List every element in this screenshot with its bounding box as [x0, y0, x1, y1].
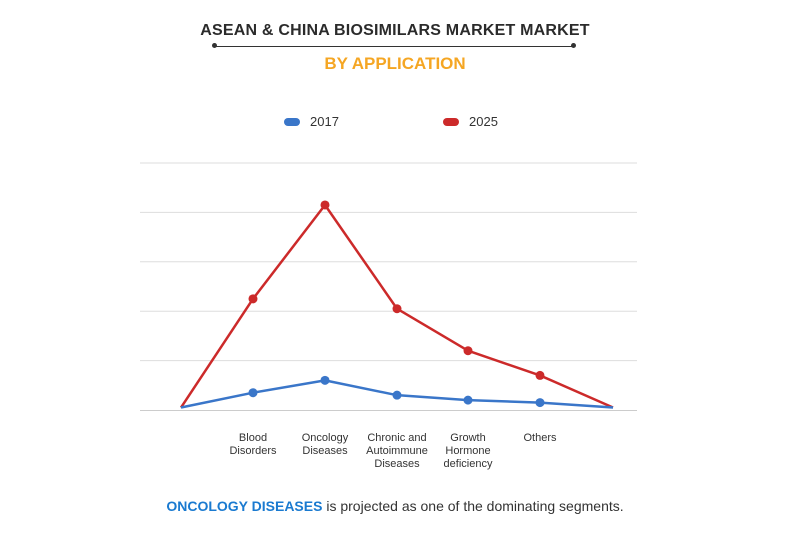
- title-rule-dot-right: [571, 43, 576, 48]
- point-2025-3: [392, 304, 402, 314]
- footer-text: is projected as one of the dominating se…: [322, 498, 624, 514]
- point-2017-4: [463, 395, 473, 405]
- chart-title: ASEAN & CHINA BIOSIMILARS MARKET MARKET: [200, 22, 590, 39]
- title-rule-dot-left: [212, 43, 217, 48]
- footer-note: ONCOLOGY DISEASES is projected as one of…: [0, 498, 790, 514]
- legend-label-2025: 2025: [469, 114, 498, 129]
- point-2017-3: [392, 390, 402, 400]
- point-2017-5: [535, 398, 545, 408]
- point-2017-2: [320, 375, 330, 385]
- x-tick-label: Growth Hormone deficiency: [443, 432, 493, 470]
- point-2025-1: [248, 294, 258, 304]
- point-2025-2: [320, 200, 330, 210]
- point-2025-5: [535, 370, 545, 380]
- legend-label-2017: 2017: [310, 114, 339, 129]
- x-tick-label: Blood Disorders: [229, 432, 277, 457]
- legend-swatch-2025: [443, 117, 459, 126]
- footer-highlight: ONCOLOGY DISEASES: [166, 498, 323, 514]
- legend-item-2025: 2025: [443, 114, 498, 129]
- legend-item-2017: 2017: [284, 114, 339, 129]
- x-tick-label: Others: [523, 432, 557, 444]
- chart-subtitle: BY APPLICATION: [324, 54, 466, 73]
- title-rule: [215, 46, 573, 47]
- x-tick-label: Chronic and Autoimmune Diseases: [366, 432, 428, 470]
- legend-swatch-2017: [284, 117, 300, 126]
- point-2017-1: [248, 388, 258, 398]
- x-tick-label: Oncology Diseases: [301, 432, 349, 457]
- point-2025-4: [463, 346, 473, 356]
